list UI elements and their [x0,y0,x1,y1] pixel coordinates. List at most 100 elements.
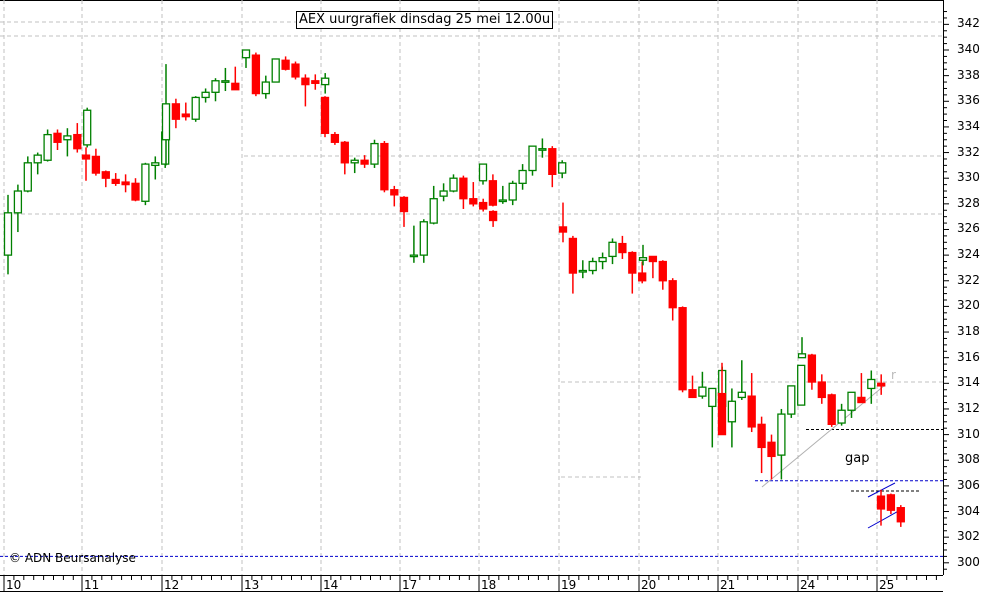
x-tick-label: 18 [481,578,497,592]
candle [708,387,717,448]
candle [320,96,330,138]
candle [211,78,220,102]
candle [241,49,251,68]
gap-annotation: gap [845,451,870,466]
candle [83,107,92,148]
candle [429,185,438,225]
candle [13,184,23,233]
y-tick-label: 336 [957,93,980,108]
y-tick-label: 318 [957,324,980,339]
candle [419,219,428,263]
y-tick-label: 304 [957,503,980,518]
candle [191,96,200,122]
candle [479,198,488,212]
y-tick-label: 340 [957,42,980,56]
candle [380,141,389,193]
candle [857,373,866,404]
candle [409,225,419,263]
candle [747,373,756,433]
candle [568,235,578,294]
candle [488,210,498,227]
candle [658,260,667,290]
y-tick-label: 342 [957,16,980,31]
y-tick-label: 338 [957,67,980,82]
candle [111,173,120,186]
y-tick-label: 328 [957,195,980,210]
candle [281,56,290,71]
y-tick-label: 322 [957,272,980,287]
candle [558,202,568,243]
candle [261,75,270,99]
candle [271,58,280,83]
y-tick-label: 312 [957,400,980,415]
candle [439,183,448,202]
candle [787,385,796,418]
x-tick-label: 11 [84,578,100,592]
copyright-label: © ADN Beursanalyse [9,551,136,565]
candle [598,252,607,270]
candle [896,505,905,527]
candle [648,255,658,279]
y-tick-label: 332 [957,144,980,159]
candle [141,162,150,206]
candle [608,238,617,265]
candle [63,128,72,157]
y-tick-label: 330 [957,170,980,185]
candle [390,185,399,207]
y-tick-label: 314 [957,375,980,390]
candle [817,374,826,404]
candle [340,141,349,175]
candle [151,156,160,180]
candle [221,67,230,92]
x-tick-label: 13 [244,578,260,592]
candle [488,174,498,207]
y-tick-label: 334 [957,118,980,133]
candle [588,257,597,275]
candle [73,123,82,153]
candle [717,362,727,436]
candle [528,145,537,176]
candle [449,174,458,193]
candle [459,175,468,209]
candle [618,235,627,259]
y-tick-label: 326 [957,221,980,236]
x-tick-label: 12 [164,578,180,592]
candle [81,147,91,181]
candle [301,74,310,107]
candle [578,260,587,279]
candle [23,156,32,193]
candle [101,170,110,188]
trendline-label: r [891,368,896,382]
candle [251,52,261,97]
candle [43,129,52,162]
candle [876,489,886,526]
candle [698,371,707,399]
candle [886,493,896,515]
candle [201,88,210,103]
candle [311,74,320,90]
candle [131,178,140,202]
candle [638,261,647,284]
candle [678,306,687,393]
y-tick-label: 316 [957,349,980,364]
candle [399,196,409,227]
candle [231,66,240,91]
x-tick-label: 14 [323,578,339,592]
candle [737,360,746,400]
candle [498,185,507,204]
candle [321,73,330,94]
candle [53,129,62,150]
candle [767,434,776,480]
x-tick-label: 10 [6,578,22,592]
candle [291,61,300,80]
candle [91,148,101,176]
y-tick-label: 324 [957,247,980,262]
candle [558,160,567,179]
candle [807,353,817,390]
candle [469,182,478,207]
candle [727,388,737,448]
candle [121,174,130,193]
y-tick-label: 310 [957,426,980,441]
candle [638,244,648,266]
